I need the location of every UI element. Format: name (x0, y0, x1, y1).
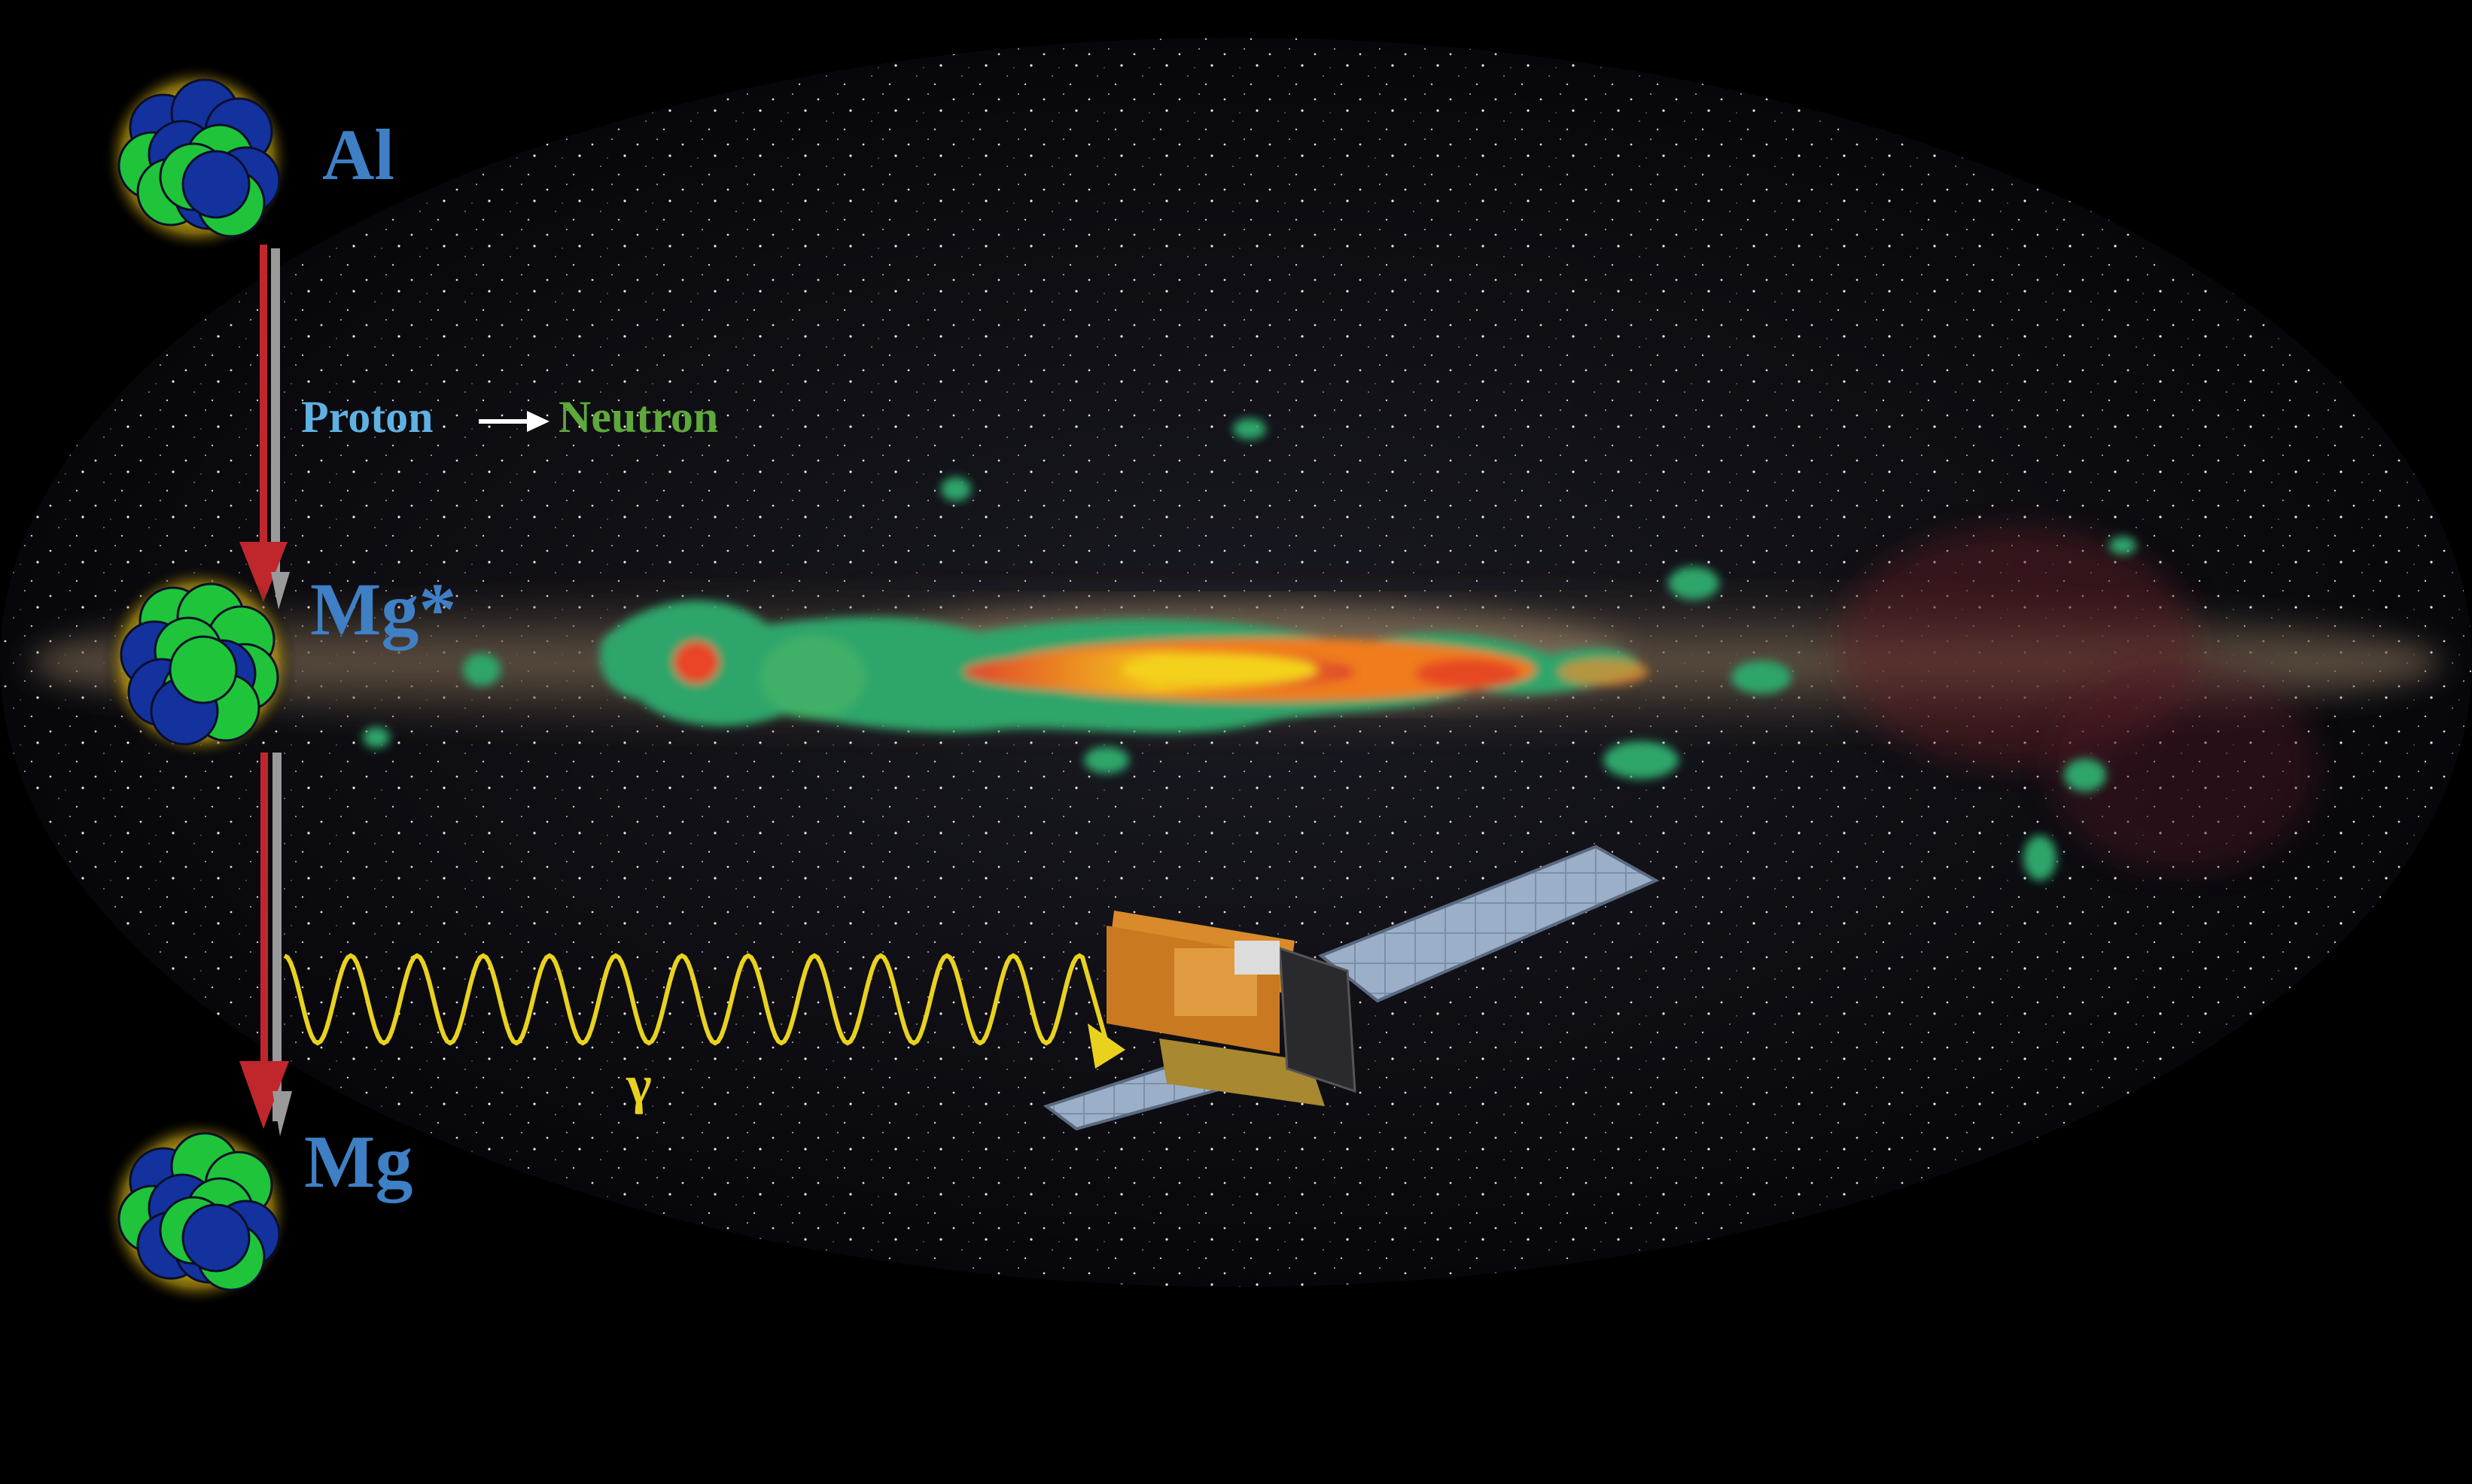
mg-nucleus (103, 1118, 291, 1306)
neutron-label: Neutron (559, 392, 719, 442)
gamma-ray-wave (283, 953, 1109, 1046)
emission-map (363, 418, 2136, 880)
proton-sphere (181, 1203, 251, 1273)
neutron-sphere (169, 635, 238, 704)
proton-neutron-arrow (479, 411, 550, 432)
gamma-arrowhead (1088, 1023, 1125, 1069)
mg-label: Mg (304, 1120, 413, 1203)
mg-excited-nucleus (102, 564, 297, 760)
decay-arrow-1 (239, 245, 290, 610)
decay-arrow-2 (239, 753, 292, 1136)
al-nucleus (103, 64, 291, 252)
al-label: Al (322, 114, 394, 195)
satellite-instrument (1159, 1038, 1325, 1106)
solar-panel-right (1318, 844, 1660, 1003)
integral-satellite (1043, 844, 1660, 1131)
proton-label: Proton (301, 392, 434, 442)
mg-excited-label: Mg* (310, 567, 457, 651)
proton-sphere (181, 150, 251, 219)
gamma-label: γ (626, 1054, 652, 1115)
satellite-side (1278, 946, 1356, 1093)
